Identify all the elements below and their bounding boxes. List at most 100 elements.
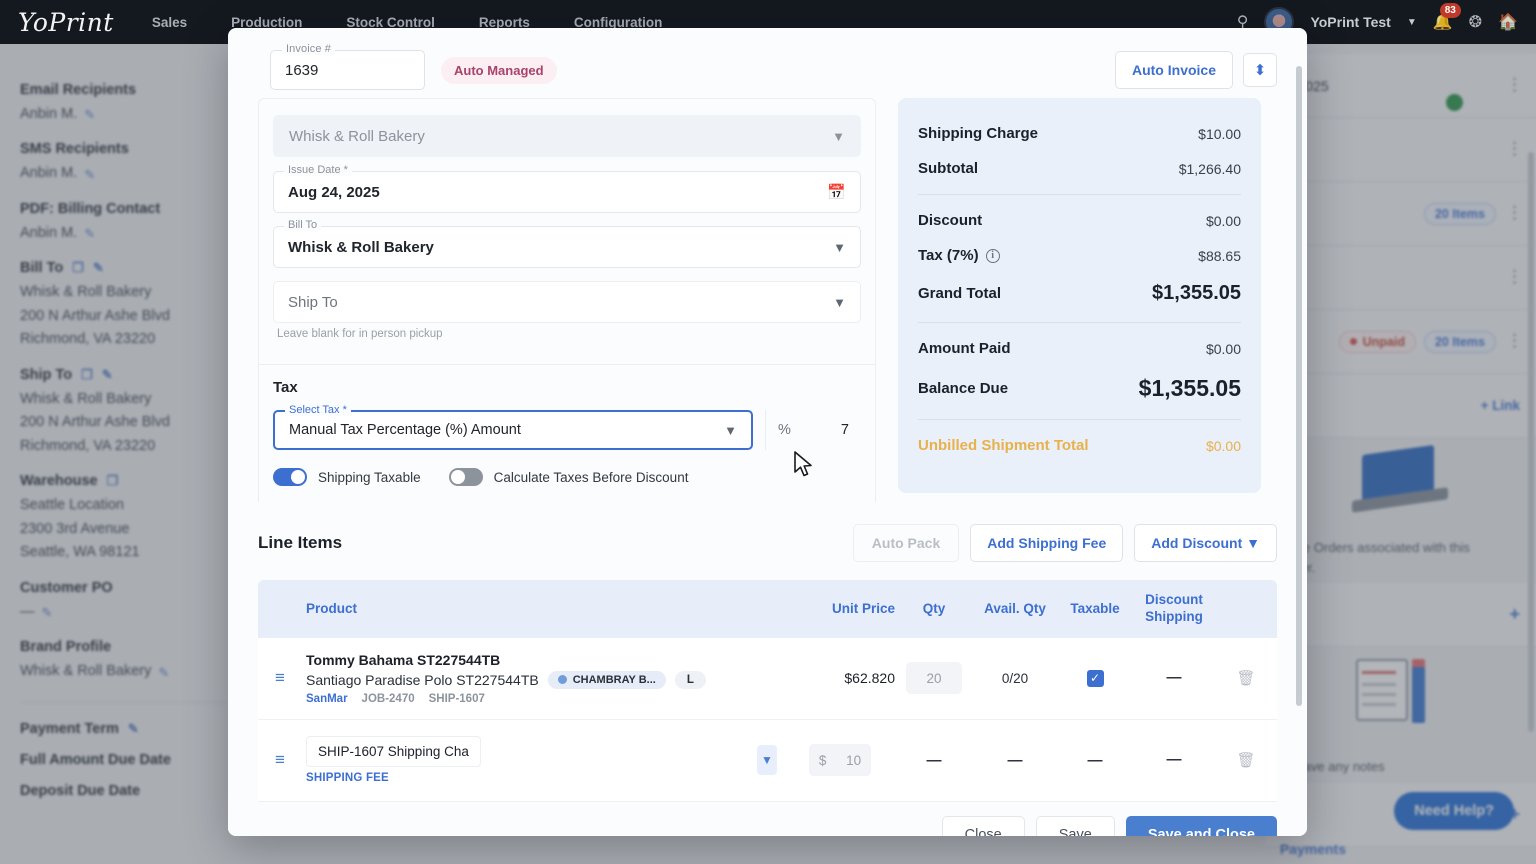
- user-name[interactable]: YoPrint Test: [1310, 14, 1391, 30]
- summary-label: Unbilled Shipment Total: [918, 437, 1089, 454]
- select-tax-value: Manual Tax Percentage (%) Amount: [289, 422, 521, 438]
- summary-value: $88.65: [1198, 247, 1241, 264]
- save-button[interactable]: Save: [1035, 815, 1115, 836]
- ship-to-box[interactable]: Ship To ▼: [273, 281, 861, 323]
- tax-percent-input[interactable]: % 7: [765, 410, 861, 450]
- supplier-link[interactable]: SanMar: [306, 692, 348, 705]
- issue-date-field[interactable]: Issue Date * Aug 24, 2025 📅: [273, 164, 861, 213]
- taxable-value: —: [1087, 751, 1103, 769]
- save-and-close-button[interactable]: Save and Close: [1125, 815, 1277, 836]
- home-icon[interactable]: 🏠: [1498, 14, 1518, 31]
- auto-pack-button[interactable]: Auto Pack: [852, 524, 960, 562]
- dialog-body: Whisk & Roll Bakery ▼ Issue Date * Aug 2…: [228, 98, 1307, 502]
- delete-row-button[interactable]: 🗑: [1215, 669, 1277, 688]
- add-shipping-fee-button[interactable]: Add Shipping Fee: [970, 524, 1124, 562]
- issue-date-box[interactable]: Aug 24, 2025 📅: [273, 171, 861, 213]
- chevron-down-icon: ▼: [1246, 535, 1260, 551]
- product-name: Tommy Bahama ST227544TB: [306, 651, 501, 668]
- expand-icon[interactable]: ⬍: [1243, 53, 1277, 87]
- avail-qty-value: 0/20: [1001, 670, 1029, 686]
- tax-percent-value: 7: [840, 422, 849, 438]
- column-discount-shipping: Discount Shipping: [1133, 592, 1215, 626]
- qty-value: 20: [926, 670, 942, 686]
- summary-label: Grand Total: [918, 285, 1002, 302]
- modal-scrollbar[interactable]: [1296, 66, 1302, 706]
- delete-row-button[interactable]: 🗑: [1215, 751, 1277, 770]
- ship-to-field[interactable]: Ship To ▼: [273, 281, 861, 323]
- dialog-header: Invoice # 1639 Auto Managed Auto Invoice…: [228, 28, 1307, 98]
- search-icon[interactable]: ⚲: [1236, 14, 1249, 31]
- summary-row-subtotal: Subtotal $1,266.40: [918, 151, 1241, 186]
- qty-input[interactable]: 20: [895, 662, 973, 695]
- invoice-form-card: Whisk & Roll Bakery ▼ Issue Date * Aug 2…: [258, 98, 876, 364]
- calculate-taxes-before-discount-toggle[interactable]: [448, 468, 483, 486]
- invoice-number-value: 1639: [285, 61, 319, 79]
- color-chip[interactable]: CHAMBRAY B...: [547, 670, 666, 689]
- table-row[interactable]: ≡ Tommy Bahama ST227544TB Santiago Parad…: [258, 637, 1277, 720]
- shipping-taxable-toggle-row[interactable]: Shipping Taxable: [273, 468, 421, 486]
- table-row[interactable]: ≡ SHIP-1607 Shipping Cha SHIPPING FEE ▼ …: [258, 719, 1277, 802]
- nav-item-production[interactable]: Production: [231, 14, 303, 30]
- size-chip[interactable]: L: [674, 670, 706, 689]
- shipping-amount-input[interactable]: $10: [785, 744, 895, 777]
- divider: [918, 194, 1241, 195]
- expand-row-chevron-down-icon[interactable]: ▼: [757, 745, 777, 776]
- tax-section-title: Tax: [273, 379, 298, 396]
- close-button[interactable]: Close: [941, 815, 1025, 836]
- top-navigation-bar: YoPrint Sales Production Stock Control R…: [0, 0, 1536, 44]
- chevron-down-icon[interactable]: ▼: [1406, 16, 1417, 28]
- shipping-amount-value: 10: [846, 752, 862, 768]
- color-dot-icon: [557, 675, 567, 685]
- shipping-taxable-label: Shipping Taxable: [318, 469, 421, 485]
- summary-row-shipping-charge: Shipping Charge $10.00: [918, 116, 1241, 151]
- auto-invoice-button[interactable]: Auto Invoice: [1114, 51, 1233, 89]
- calendar-icon[interactable]: 📅: [827, 184, 846, 201]
- trash-icon[interactable]: 🗑: [1236, 669, 1256, 687]
- apps-icon[interactable]: ❂: [1468, 14, 1483, 31]
- ship-to-helper-text: Leave blank for in person pickup: [277, 328, 443, 340]
- line-items-section: Line Items Auto Pack Add Shipping Fee Ad…: [228, 502, 1307, 802]
- drag-handle-icon[interactable]: ≡: [275, 668, 285, 688]
- chevron-down-icon: ▼: [833, 294, 846, 310]
- summary-row-tax: Tax (7%) i $88.65: [918, 238, 1241, 273]
- currency-symbol: $: [818, 752, 827, 768]
- summary-label: Shipping Charge: [918, 125, 1038, 142]
- nav-item-reports[interactable]: Reports: [478, 14, 530, 30]
- customer-select[interactable]: Whisk & Roll Bakery ▼: [273, 115, 861, 157]
- summary-label-text: Tax (7%): [918, 247, 979, 264]
- shipping-charge-name-input[interactable]: SHIP-1607 Shipping Cha: [306, 736, 481, 768]
- shipment-reference[interactable]: SHIP-1607: [428, 692, 485, 705]
- summary-value: $0.00: [1205, 437, 1241, 454]
- notifications-button[interactable]: 🔔 83: [1433, 3, 1461, 32]
- auto-managed-badge: Auto Managed: [441, 56, 557, 84]
- nav-item-sales[interactable]: Sales: [151, 14, 188, 30]
- job-reference[interactable]: JOB-2470: [361, 692, 415, 705]
- invoice-number-field[interactable]: Invoice # 1639: [270, 43, 425, 90]
- app-logo[interactable]: YoPrint: [18, 7, 114, 37]
- bill-to-box[interactable]: Whisk & Roll Bakery ▼: [273, 226, 861, 268]
- column-avail-qty: Avail. Qty: [984, 601, 1046, 617]
- info-icon[interactable]: i: [985, 248, 1000, 263]
- summary-row-balance-due: Balance Due $1,355.05: [918, 366, 1241, 411]
- summary-value: $1,355.05: [1138, 375, 1241, 401]
- color-chip-label: CHAMBRAY B...: [572, 673, 656, 686]
- bill-to-field[interactable]: Bill To Whisk & Roll Bakery ▼: [273, 219, 861, 268]
- issue-date-value: Aug 24, 2025: [288, 183, 380, 201]
- drag-handle-icon[interactable]: ≡: [275, 750, 285, 770]
- line-items-table-header: Product Unit Price Qty Avail. Qty Taxabl…: [258, 580, 1277, 638]
- shipping-taxable-toggle[interactable]: [273, 468, 307, 486]
- dialog-footer: Close Save Save and Close: [228, 801, 1307, 836]
- taxable-checkbox[interactable]: ✓: [1057, 669, 1133, 687]
- nav-item-stock-control[interactable]: Stock Control: [346, 14, 435, 30]
- summary-row-grand-total: Grand Total $1,355.05: [918, 273, 1241, 314]
- summary-value: $1,355.05: [1152, 282, 1241, 304]
- summary-label: Discount: [918, 212, 983, 229]
- select-tax-dropdown[interactable]: Select Tax * Manual Tax Percentage (%) A…: [273, 404, 753, 450]
- calculate-taxes-before-discount-toggle-row[interactable]: Calculate Taxes Before Discount: [448, 468, 688, 486]
- column-qty: Qty: [922, 601, 946, 617]
- invoice-form-column: Whisk & Roll Bakery ▼ Issue Date * Aug 2…: [258, 98, 876, 502]
- add-discount-button[interactable]: Add Discount ▼: [1134, 524, 1277, 562]
- summary-value: $1,266.40: [1178, 160, 1241, 177]
- nav-item-configuration[interactable]: Configuration: [573, 14, 663, 30]
- trash-icon[interactable]: 🗑: [1236, 751, 1256, 769]
